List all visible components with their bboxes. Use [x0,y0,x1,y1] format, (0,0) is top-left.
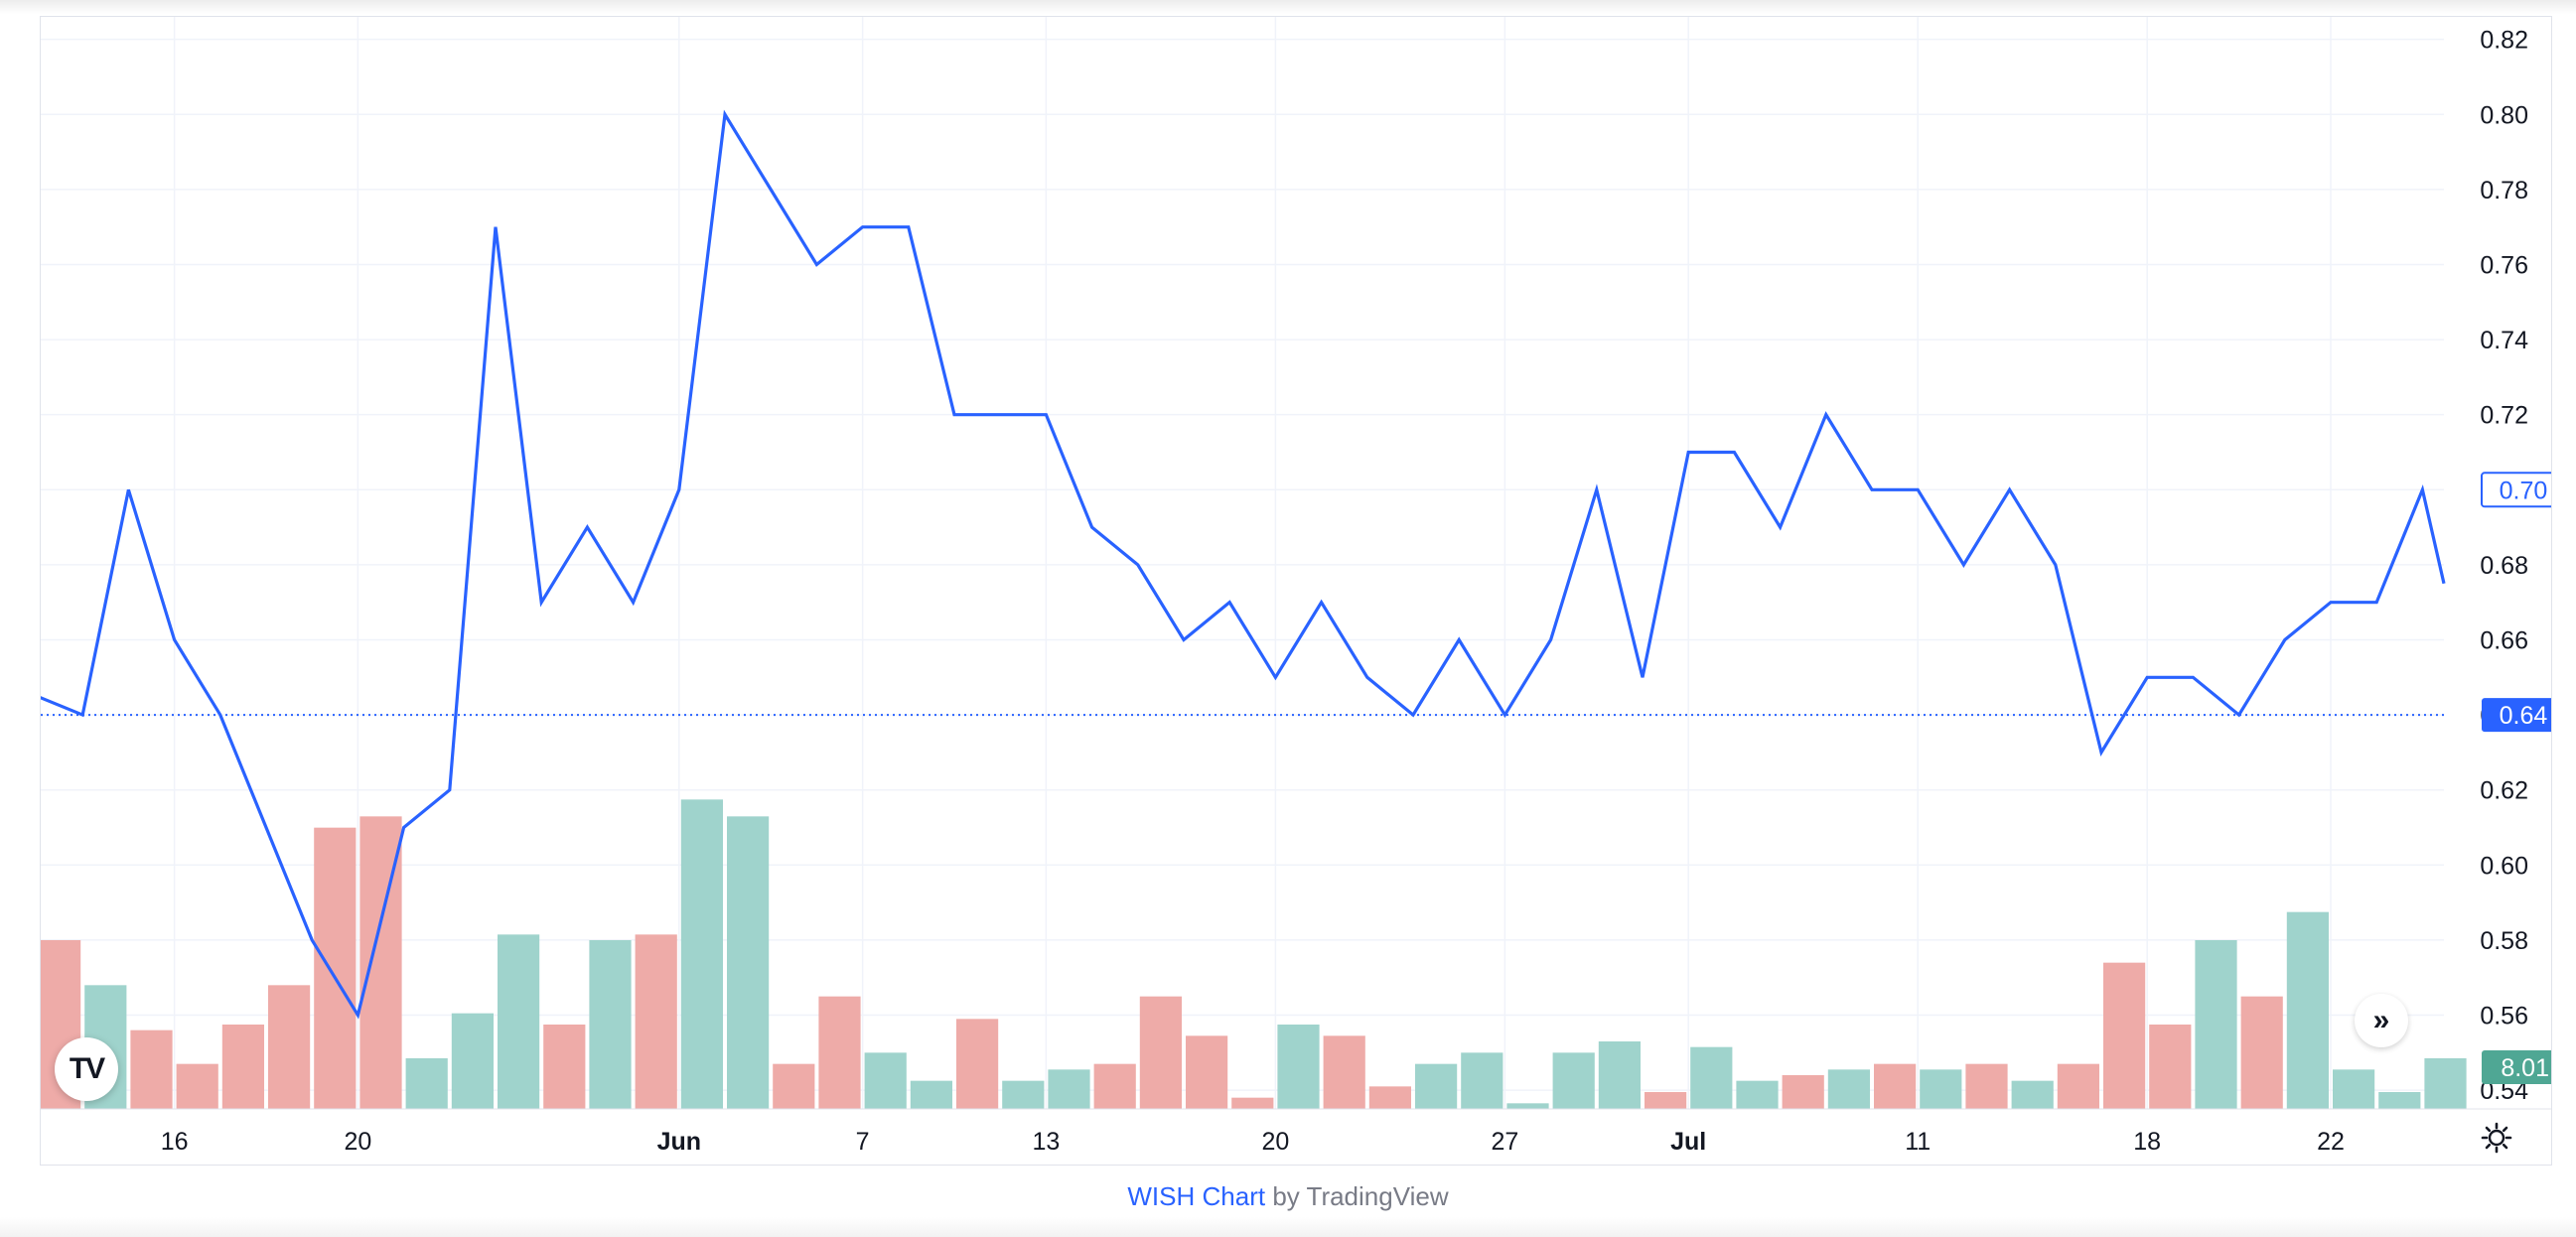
volume-bar [268,985,311,1109]
y-tick-label: 0.72 [2480,402,2528,430]
volume-bar [1506,1103,1549,1109]
x-tick-label: 22 [2317,1128,2345,1156]
volume-bar [773,1063,815,1109]
volume-bar [1277,1025,1320,1109]
x-tick-label: 11 [1905,1128,1931,1156]
x-tick-label: 20 [1261,1128,1289,1156]
y-tick-label: 0.60 [2480,852,2528,880]
volume-bar [2103,962,2146,1109]
chart-footer: WISH Chart by TradingView [0,1181,2576,1212]
volume-bar [635,934,677,1109]
volume-bar [221,1025,264,1109]
volume-badge [2482,1050,2551,1084]
bottom-shadow [0,1217,2576,1237]
price-line[interactable] [41,109,2446,1020]
volume-bar [1323,1035,1365,1109]
x-tick-label: 13 [1032,1128,1060,1156]
x-tick-label: 27 [1491,1128,1518,1156]
double-chevron-right-icon[interactable]: » [2355,994,2408,1047]
x-tick-label: 20 [344,1128,371,1156]
volume-bar [1552,1052,1595,1109]
volume-bar [2011,1080,2054,1109]
volume-bar [2286,911,2329,1109]
x-tick-label: 16 [161,1128,189,1156]
volume-bar [2333,1069,2375,1109]
x-tick-label: 7 [856,1128,870,1156]
volume-bar [176,1063,218,1109]
last-price-badge [2481,472,2551,508]
volume-bar [1690,1046,1733,1109]
volume-bar [956,1019,999,1109]
y-tick-label: 0.76 [2480,251,2528,279]
x-tick-label: 18 [2133,1128,2161,1156]
volume-bar [1231,1097,1274,1109]
volume-bar [314,827,357,1109]
y-tick-label: 0.68 [2480,552,2528,580]
volume-bar [2378,1092,2421,1109]
x-tick-label: Jun [657,1128,701,1156]
current-price-label: 0.64 [2500,702,2548,730]
price-chart[interactable]: 0.82 0.80 0.78 0.76 0.74 0.72 0.70 0.68 0.66 0.64… [41,17,2551,1165]
volume-bar [1186,1035,1228,1109]
volume-bar [727,816,770,1109]
volume-bar [543,1025,586,1109]
volume-bar [2195,940,2237,1109]
volume-bar [1139,996,1182,1109]
volume-bar [2240,996,2283,1109]
volume-bar [818,996,861,1109]
y-tick-label: 0.62 [2480,777,2528,805]
volume-bar [1093,1063,1136,1109]
volume-bar [2424,1058,2467,1109]
y-tick-label: 0.58 [2480,927,2528,955]
volume-bar [910,1080,952,1109]
volume-bar [1782,1075,1824,1109]
y-tick-label: 0.56 [2480,1002,2528,1030]
volume-bar [2057,1063,2099,1109]
volume-bar [1965,1063,2008,1109]
volume-bar [1920,1069,1962,1109]
last-price-label: 0.70 [2500,477,2548,504]
y-tick-label: 0.80 [2480,101,2528,129]
volume-bar [1874,1063,1917,1109]
symbol-chart-link[interactable]: WISH Chart [1127,1181,1266,1211]
tradingview-logo-icon[interactable]: TV [55,1037,118,1101]
volume-bar [1736,1080,1779,1109]
volume-bar [864,1052,907,1109]
volume-bar [589,940,632,1109]
volume-bar [451,1013,494,1109]
volume-bar [2149,1025,2192,1109]
volume-bar [1598,1041,1641,1109]
volume-bar [405,1058,448,1109]
volume-bar [130,1030,173,1109]
top-shadow [0,0,2576,14]
volume-bar [1415,1063,1458,1109]
volume-bar [1827,1069,1870,1109]
gear-icon[interactable] [2480,1121,2513,1155]
volume-bar [498,934,540,1109]
chart-frame[interactable]: 0.82 0.80 0.78 0.76 0.74 0.72 0.70 0.68 0.66 0.64… [40,16,2552,1166]
volume-bar [1645,1092,1687,1109]
footer-by-text: by TradingView [1272,1181,1449,1211]
volume-label: 8.01K [2501,1054,2551,1082]
volume-bar [680,799,723,1109]
y-tick-label: 0.78 [2480,177,2528,205]
volume-bar [1461,1052,1503,1109]
volume-bar [1002,1080,1045,1109]
current-price-badge [2482,698,2551,733]
x-tick-label: Jul [1670,1128,1706,1156]
volume-bar [1048,1069,1090,1109]
y-tick-label: 0.82 [2480,27,2528,55]
y-tick-label: 0.74 [2480,327,2528,354]
y-tick-label: 0.66 [2480,626,2528,654]
volume-bar [1368,1086,1411,1109]
